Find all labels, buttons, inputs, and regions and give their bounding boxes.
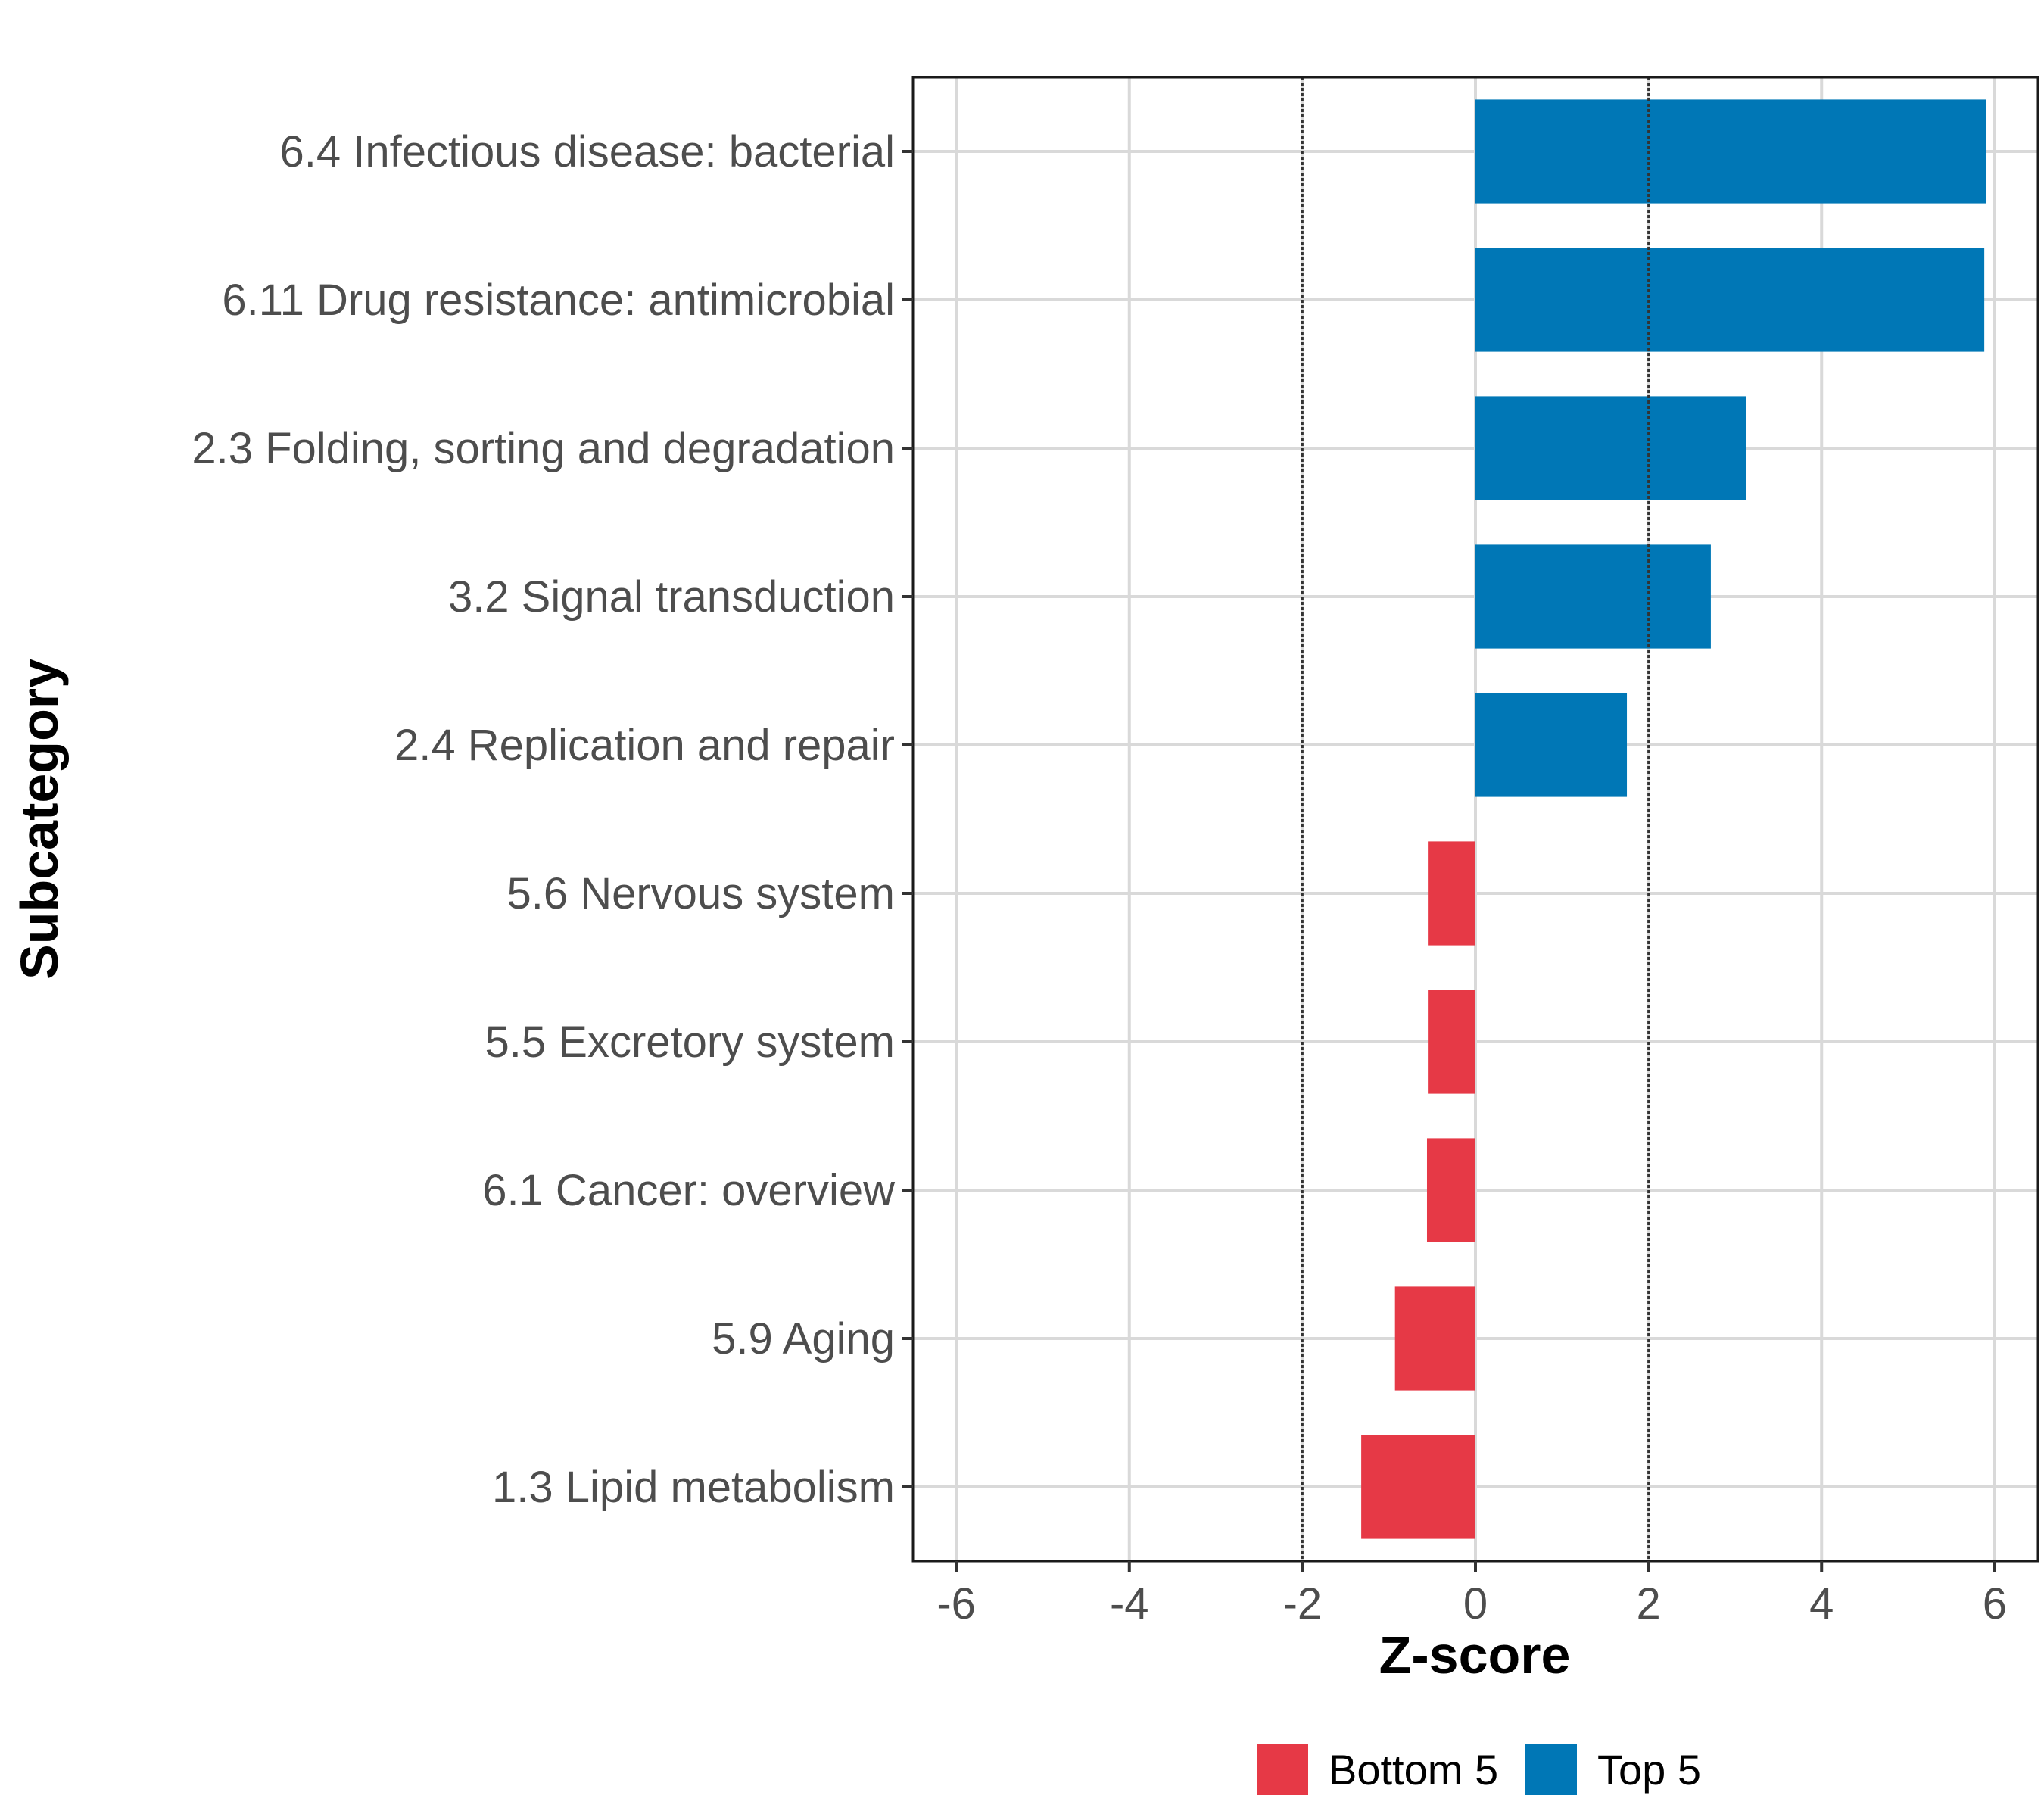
x-tick-label: -2 [1283, 1579, 1323, 1628]
bar [1475, 248, 1985, 352]
bar [1475, 693, 1628, 797]
bar [1428, 841, 1475, 946]
y-tick-label: 5.5 Excretory system [485, 1018, 895, 1067]
legend-label-bottom: Bottom 5 [1329, 1746, 1498, 1794]
bar [1426, 1138, 1475, 1242]
y-tick-label: 2.3 Folding, sorting and degradation [192, 424, 895, 473]
x-tick-label: 0 [1463, 1579, 1488, 1628]
y-axis-title: Subcategory [10, 659, 69, 980]
x-tick-label: 4 [1809, 1579, 1834, 1628]
y-tick-label: 5.9 Aging [712, 1314, 895, 1364]
y-ticks: 6.4 Infectious disease: bacterial 6.11 Dr… [192, 127, 913, 1512]
y-tick-label: 6.1 Cancer: overview [482, 1166, 896, 1215]
x-tick-label: 2 [1636, 1579, 1660, 1628]
x-tick-label: 6 [1983, 1579, 2007, 1628]
legend-swatch-bottom [1257, 1744, 1308, 1795]
x-tick-label: -4 [1110, 1579, 1149, 1628]
legend-label-top: Top 5 [1597, 1746, 1701, 1794]
reference-lines [1301, 77, 1650, 1561]
x-ticks: -6 -4 -2 0 2 4 6 [936, 1561, 2007, 1628]
bar [1475, 396, 1746, 500]
bar [1475, 544, 1711, 649]
y-tick-label: 6.4 Infectious disease: bacterial [280, 127, 895, 176]
y-tick-label: 2.4 Replication and repair [394, 721, 895, 770]
bar [1428, 990, 1475, 1094]
bar [1361, 1435, 1475, 1539]
y-tick-label: 1.3 Lipid metabolism [492, 1463, 895, 1512]
legend-swatch-top [1525, 1744, 1577, 1795]
y-tick-label: 6.11 Drug resistance: antimicrobial [222, 276, 895, 325]
bars [1361, 99, 1986, 1539]
y-tick-label: 5.6 Nervous system [506, 869, 895, 918]
bar [1394, 1286, 1475, 1391]
y-tick-label: 3.2 Signal transduction [448, 572, 895, 622]
bar [1475, 99, 1986, 204]
x-tick-label: -6 [936, 1579, 976, 1628]
legend: Bottom 5 Top 5 [1257, 1744, 1701, 1795]
x-axis-title: Z-score [1379, 1625, 1571, 1685]
